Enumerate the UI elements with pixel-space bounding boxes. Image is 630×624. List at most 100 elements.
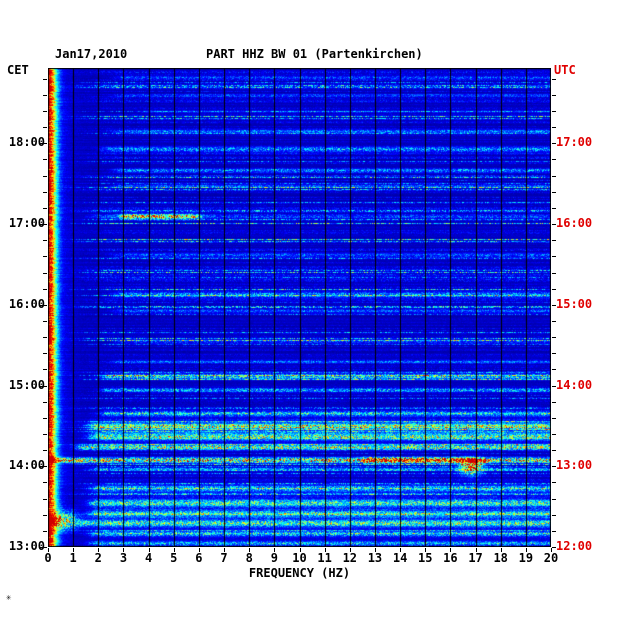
x-tick-label: 17 xyxy=(468,551,483,565)
x-tick-label: 6 xyxy=(195,551,203,565)
left-minor-tick xyxy=(43,95,47,96)
x-tick xyxy=(526,548,527,552)
x-tick-label: 7 xyxy=(220,551,228,565)
left-minor-tick xyxy=(43,256,47,257)
x-tick xyxy=(48,548,49,552)
footer-mark: ✳ xyxy=(6,593,12,603)
x-tick-label: 8 xyxy=(245,551,253,565)
x-tick xyxy=(224,548,225,552)
x-tick xyxy=(274,548,275,552)
left-hour-label: 17:00 xyxy=(8,216,45,231)
left-hour-tick xyxy=(39,386,47,387)
figure-date: Jan17,2010 xyxy=(55,47,128,61)
right-minor-tick xyxy=(552,499,556,500)
x-tick xyxy=(199,548,200,552)
left-hour-label: 18:00 xyxy=(8,135,45,150)
left-hour-label: 13:00 xyxy=(8,539,45,553)
left-minor-tick xyxy=(43,353,47,354)
left-minor-tick xyxy=(43,515,47,516)
left-minor-tick xyxy=(43,273,47,274)
right-minor-tick xyxy=(552,515,556,516)
spectrogram-canvas xyxy=(48,68,551,547)
right-minor-tick xyxy=(552,273,556,274)
x-tick-label: 2 xyxy=(94,551,102,565)
left-minor-tick xyxy=(43,418,47,419)
left-minor-tick xyxy=(43,127,47,128)
left-minor-tick xyxy=(43,208,47,209)
x-tick xyxy=(476,548,477,552)
x-tick-label: 18 xyxy=(493,551,508,565)
left-minor-tick xyxy=(43,176,47,177)
right-minor-tick xyxy=(552,434,556,435)
left-minor-tick xyxy=(43,321,47,322)
right-minor-tick xyxy=(552,192,556,193)
right-minor-tick xyxy=(552,321,556,322)
figure-title: PART HHZ BW 01 (Partenkirchen) xyxy=(206,47,423,61)
left-hour-tick xyxy=(39,224,47,225)
x-tick-label: 10 xyxy=(292,551,307,565)
right-minor-tick xyxy=(552,402,556,403)
left-minor-tick xyxy=(43,337,47,338)
x-tick xyxy=(123,548,124,552)
x-tick-label: 11 xyxy=(317,551,332,565)
right-hour-tick xyxy=(552,386,556,387)
left-minor-tick xyxy=(43,450,47,451)
left-minor-tick xyxy=(43,192,47,193)
x-tick-label: 19 xyxy=(518,551,534,565)
right-hour-tick xyxy=(552,305,556,306)
left-hour-label: 14:00 xyxy=(8,458,45,473)
x-tick xyxy=(450,548,451,552)
x-tick-label: 16 xyxy=(443,551,458,565)
right-hour-label: 12:00 xyxy=(556,539,593,553)
left-hour-label: 16:00 xyxy=(8,296,45,311)
x-tick-label: 1 xyxy=(69,551,77,565)
right-hour-tick xyxy=(552,466,556,467)
right-minor-tick xyxy=(552,482,556,483)
x-tick xyxy=(174,548,175,552)
x-tick-label: 4 xyxy=(144,551,153,565)
right-minor-tick xyxy=(552,531,556,532)
left-axis-unit-label: CET xyxy=(7,63,29,77)
right-minor-tick xyxy=(552,289,556,290)
left-minor-tick xyxy=(43,79,47,80)
right-minor-tick xyxy=(552,176,556,177)
right-hour-tick xyxy=(552,224,556,225)
left-hour-label: 15:00 xyxy=(8,377,45,392)
right-hour-label: 17:00 xyxy=(556,135,593,150)
right-hour-label: 16:00 xyxy=(556,216,593,231)
right-minor-tick xyxy=(552,369,556,370)
left-minor-tick xyxy=(43,111,47,112)
x-tick-label: 3 xyxy=(119,551,128,565)
x-tick xyxy=(425,548,426,552)
right-hour-tick xyxy=(552,547,556,548)
right-minor-tick xyxy=(552,418,556,419)
x-tick-label: 14 xyxy=(392,551,408,565)
left-minor-tick xyxy=(43,402,47,403)
x-tick-label: 13 xyxy=(367,551,383,565)
right-minor-tick xyxy=(552,111,556,112)
left-minor-tick xyxy=(43,531,47,532)
left-minor-tick xyxy=(43,289,47,290)
right-minor-tick xyxy=(552,127,556,128)
left-minor-tick xyxy=(43,499,47,500)
x-axis-label: FREQUENCY (HZ) xyxy=(248,566,351,580)
x-tick xyxy=(73,548,74,552)
right-minor-tick xyxy=(552,353,556,354)
x-tick-label: 9 xyxy=(270,551,278,565)
right-minor-tick xyxy=(552,240,556,241)
left-hour-tick xyxy=(39,547,47,548)
x-tick xyxy=(98,548,99,552)
right-minor-tick xyxy=(552,95,556,96)
x-tick xyxy=(501,548,502,552)
x-tick xyxy=(375,548,376,552)
right-minor-tick xyxy=(552,450,556,451)
right-hour-tick xyxy=(552,143,556,144)
x-tick xyxy=(149,548,150,552)
x-tick-label: 5 xyxy=(170,551,178,565)
x-tick-label: 0 xyxy=(44,551,52,565)
right-minor-tick xyxy=(552,79,556,80)
x-tick xyxy=(300,548,301,552)
x-tick xyxy=(551,548,552,552)
left-minor-tick xyxy=(43,369,47,370)
right-axis-unit-label: UTC xyxy=(554,63,576,77)
